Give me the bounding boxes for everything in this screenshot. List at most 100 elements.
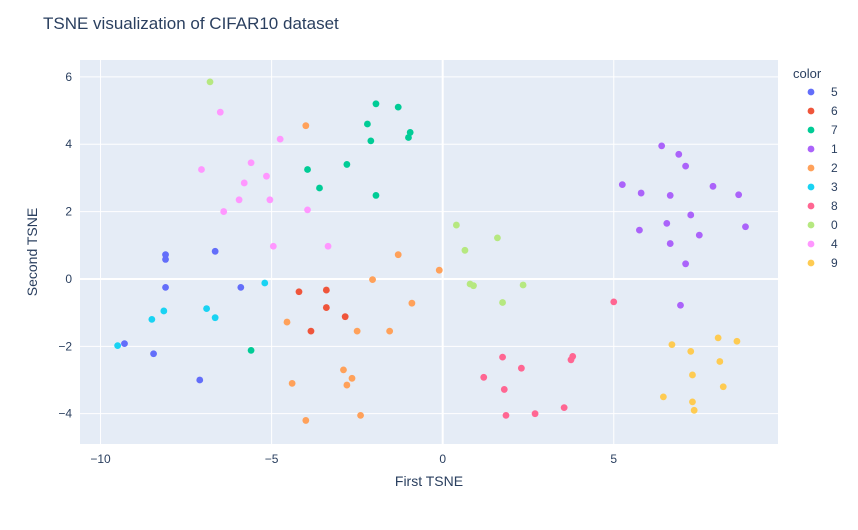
legend-label-4: 4 <box>831 237 838 251</box>
point-class-3 <box>148 315 156 323</box>
point-class-3 <box>211 314 219 322</box>
point-class-9 <box>689 398 696 406</box>
point-class-5 <box>211 247 219 255</box>
point-class-9 <box>719 383 727 391</box>
x-tick-labels: −10 −5 0 5 <box>90 452 617 466</box>
point-class-7 <box>394 103 402 111</box>
legend-label-7: 7 <box>831 123 838 137</box>
point-class-1 <box>636 226 643 234</box>
x-tick-label: 0 <box>439 452 446 466</box>
data-points <box>114 78 749 424</box>
y-axis-label: Second TSNE <box>24 208 40 296</box>
y-tick-label: 4 <box>65 137 72 151</box>
point-class-9 <box>689 371 696 379</box>
legend-marker-5 <box>807 88 815 96</box>
x-tick-label: −5 <box>265 452 279 466</box>
x-axis-label: First TSNE <box>395 473 463 489</box>
point-class-2 <box>394 251 402 259</box>
point-class-7 <box>316 184 323 192</box>
point-class-1 <box>695 231 703 239</box>
point-class-0 <box>494 234 501 242</box>
point-class-0 <box>519 281 527 289</box>
point-class-9 <box>687 347 695 355</box>
point-class-5 <box>162 256 169 263</box>
point-class-1 <box>675 150 683 158</box>
point-class-4 <box>247 159 255 167</box>
point-class-5 <box>196 376 204 384</box>
point-class-6 <box>307 327 315 335</box>
legend-label-1: 1 <box>831 142 838 156</box>
point-class-2 <box>353 327 361 335</box>
point-class-8 <box>502 411 510 419</box>
point-class-7 <box>372 192 380 199</box>
point-class-7 <box>247 346 255 354</box>
point-class-5 <box>162 251 169 259</box>
point-class-2 <box>408 299 416 307</box>
point-class-0 <box>206 78 214 86</box>
point-class-1 <box>682 260 690 268</box>
legend-label-2: 2 <box>831 161 838 175</box>
legend-marker-8 <box>807 202 815 210</box>
point-class-2 <box>386 327 394 335</box>
point-class-3 <box>203 305 210 312</box>
point-class-8 <box>480 373 488 381</box>
point-class-5 <box>150 350 157 358</box>
point-class-8 <box>500 386 508 393</box>
grid-lines <box>80 60 778 444</box>
point-class-7 <box>343 161 351 168</box>
legend-label-9: 9 <box>831 256 838 270</box>
point-class-2 <box>283 318 291 326</box>
legend-marker-3 <box>807 183 815 191</box>
point-class-0 <box>452 221 460 229</box>
chart-title: TSNE visualization of CIFAR10 dataset <box>43 14 339 33</box>
point-class-4 <box>263 172 270 180</box>
point-class-6 <box>295 288 303 296</box>
point-class-3 <box>160 307 168 315</box>
legend-label-6: 6 <box>831 104 838 118</box>
point-class-1 <box>677 301 684 309</box>
point-class-9 <box>690 406 698 414</box>
point-class-5 <box>162 283 169 291</box>
x-tick-label: −10 <box>90 452 111 466</box>
point-class-9 <box>733 337 741 345</box>
point-class-0 <box>470 282 477 290</box>
point-class-6 <box>322 304 330 311</box>
legend-label-3: 3 <box>831 180 838 194</box>
point-class-3 <box>114 342 122 350</box>
legend-label-5: 5 <box>831 85 838 99</box>
y-tick-labels: −4 −2 0 2 4 6 <box>58 70 72 421</box>
point-class-4 <box>266 196 274 204</box>
legend-title: color <box>793 66 822 81</box>
point-class-4 <box>269 242 277 250</box>
point-class-4 <box>304 206 311 214</box>
point-class-2 <box>369 276 376 284</box>
point-class-4 <box>240 179 248 187</box>
point-class-7 <box>304 166 311 173</box>
point-class-9 <box>668 341 676 349</box>
legend-marker-7 <box>807 126 815 134</box>
point-class-2 <box>340 366 347 374</box>
y-tick-label: −2 <box>58 339 72 353</box>
legend-marker-1 <box>807 145 815 153</box>
point-class-8 <box>499 353 506 361</box>
point-class-5 <box>237 283 245 291</box>
point-class-2 <box>288 379 296 387</box>
point-class-7 <box>364 120 371 128</box>
y-tick-label: 2 <box>65 205 72 219</box>
point-class-5 <box>121 340 128 348</box>
legend-marker-6 <box>807 107 815 115</box>
point-class-1 <box>666 192 674 199</box>
point-class-1 <box>658 142 666 150</box>
point-class-9 <box>716 358 724 365</box>
y-tick-label: 0 <box>65 272 72 286</box>
y-tick-label: 6 <box>65 70 72 84</box>
point-class-2 <box>343 381 351 389</box>
point-class-2 <box>357 411 364 419</box>
point-class-7 <box>372 100 380 108</box>
point-class-1 <box>663 219 671 227</box>
legend-marker-4 <box>807 240 815 248</box>
legend-marker-9 <box>807 259 815 267</box>
point-class-1 <box>682 162 690 170</box>
